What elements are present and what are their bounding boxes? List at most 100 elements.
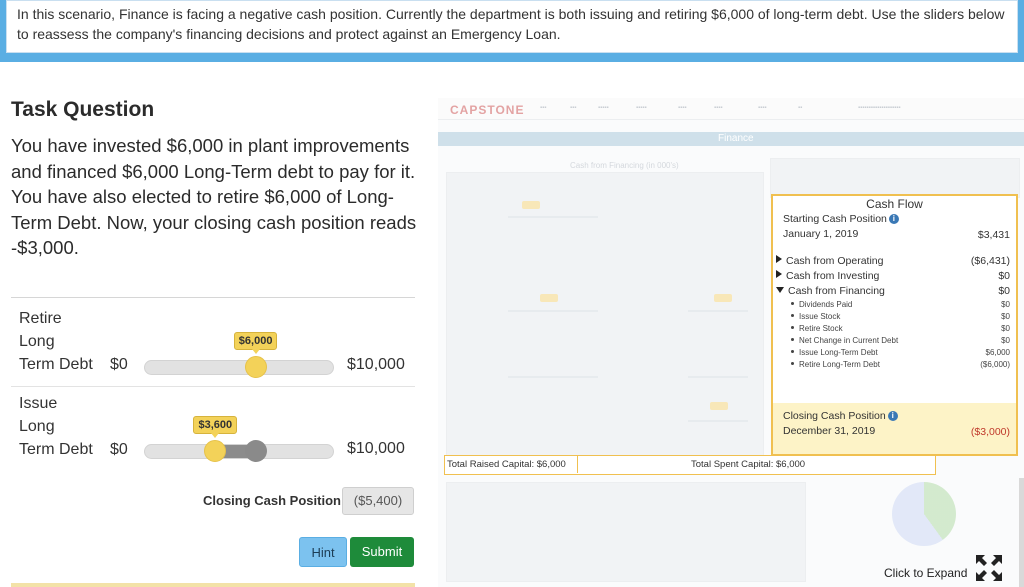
financing-item-value: ($6,000)	[980, 360, 1010, 369]
click-to-expand-link[interactable]: Click to Expand	[884, 566, 968, 580]
totals-divider	[577, 456, 578, 473]
total-raised-capital: Total Raised Capital: $6,000	[447, 459, 566, 470]
investing-row[interactable]: Cash from Investing	[776, 270, 879, 282]
bg-line	[688, 376, 748, 378]
bg-chip	[540, 294, 558, 302]
background-policy-box	[770, 158, 1020, 198]
issue-label-line1: Issue	[19, 395, 58, 412]
bg-chip	[522, 201, 540, 209]
background-bonds-table	[446, 482, 806, 582]
retire-label-line1: Retire	[19, 310, 62, 327]
financing-item-value: $0	[1001, 336, 1010, 345]
retire-max-label: $10,000	[347, 356, 405, 373]
capital-totals-bar: Total Raised Capital: $6,000 Total Spent…	[444, 455, 936, 475]
bg-line	[508, 216, 598, 218]
bg-nav-item: ▪▪▪	[570, 105, 577, 111]
financing-item: Retire Long-Term Debt	[791, 360, 880, 369]
bg-chip	[710, 402, 728, 410]
starting-cash-value: $3,431	[977, 229, 1010, 241]
closing-cash-section: Closing Cash Position i December 31, 2019…	[773, 403, 1016, 454]
expand-arrows-icon[interactable]	[972, 551, 1006, 585]
info-icon[interactable]: i	[887, 411, 898, 421]
capstone-logo: CAPSTONE	[450, 103, 525, 117]
divider	[11, 386, 415, 387]
bg-chip	[714, 294, 732, 302]
bg-line	[688, 310, 748, 312]
background-table	[446, 172, 764, 462]
retire-min-label: $0	[110, 356, 128, 373]
retire-slider-track[interactable]	[144, 360, 334, 375]
expand-triangle-icon	[776, 255, 782, 263]
bg-nav-item: ▪▪▪▪	[714, 105, 723, 111]
closing-cash-label: Closing Cash Position i	[783, 410, 898, 422]
retire-label-line2: Long	[19, 333, 55, 350]
bg-nav-item: ▪▪▪▪▪	[636, 105, 647, 111]
closing-cash-flow-value: ($3,000)	[970, 426, 1010, 438]
financing-item-value: $0	[1001, 312, 1010, 321]
retire-slider-label: Retire Long Term Debt $0	[19, 307, 128, 376]
cash-flow-panel: Cash Flow Starting Cash Position i Januar…	[771, 194, 1018, 456]
expand-triangle-icon	[776, 270, 782, 278]
bg-nav-item: ▪▪▪▪	[758, 105, 767, 111]
closing-cash-date: December 31, 2019	[783, 425, 876, 437]
feedback-strip	[11, 583, 415, 587]
scenario-banner: In this scenario, Finance is facing a ne…	[6, 0, 1018, 53]
starting-cash-label-text: Starting Cash Position	[783, 213, 887, 225]
issue-slider-track[interactable]	[144, 444, 334, 459]
bg-nav-item: ▪▪	[798, 105, 803, 111]
financing-item: Net Change in Current Debt	[791, 336, 898, 345]
bg-line	[508, 310, 598, 312]
closing-cash-label: Closing Cash Position	[203, 493, 341, 508]
financing-item: Issue Stock	[791, 312, 840, 321]
bg-line	[688, 420, 748, 422]
cash-flow-title: Cash Flow	[866, 197, 923, 211]
financing-item: Dividends Paid	[791, 300, 852, 309]
investing-label: Cash from Investing	[786, 270, 880, 282]
financing-item-value: $0	[1001, 324, 1010, 333]
task-title: Task Question	[11, 98, 155, 121]
issue-slider-handle[interactable]	[204, 440, 227, 462]
closing-cash-label-text: Closing Cash Position	[783, 410, 886, 422]
background-section-bar	[438, 132, 1024, 146]
submit-button[interactable]: Submit	[350, 537, 414, 567]
bg-nav-item: ▪▪▪▪▪	[598, 105, 609, 111]
scenario-banner-frame: In this scenario, Finance is facing a ne…	[0, 0, 1024, 62]
background-pie-chart	[892, 482, 956, 546]
financing-item: Issue Long-Term Debt	[791, 348, 878, 357]
issue-value-tooltip: $3,600	[193, 416, 238, 438]
total-spent-capital: Total Spent Capital: $6,000	[691, 459, 806, 470]
issue-max-label: $10,000	[347, 440, 405, 457]
operating-row[interactable]: Cash from Operating	[776, 255, 883, 267]
operating-label: Cash from Operating	[786, 255, 884, 267]
info-icon[interactable]: i	[888, 214, 899, 224]
bg-nav-item: ▪▪▪▪	[678, 105, 687, 111]
financing-value: $0	[998, 285, 1010, 297]
starting-cash-label: Starting Cash Position i	[783, 213, 899, 225]
task-body: You have invested $6,000 in plant improv…	[11, 135, 417, 258]
collapse-triangle-icon	[776, 287, 784, 293]
divider	[11, 297, 415, 298]
closing-cash-value: ($5,400)	[342, 487, 414, 515]
issue-min-label: $0	[110, 441, 128, 458]
background-section-label: Finance	[718, 133, 754, 144]
retire-slider-handle[interactable]	[244, 356, 267, 378]
retire-label-line3: Term Debt	[19, 356, 93, 373]
financing-item-value: $6,000	[985, 348, 1010, 357]
background-section-title: Cash from Financing (in 000's)	[570, 161, 679, 170]
finance-background-screen: CAPSTONE ▪▪▪ ▪▪▪ ▪▪▪▪▪ ▪▪▪▪▪ ▪▪▪▪ ▪▪▪▪ ▪…	[438, 98, 1024, 587]
financing-item-value: $0	[1001, 300, 1010, 309]
issue-slider-label: Issue Long Term Debt $0	[19, 392, 128, 461]
retire-value-tooltip: $6,000	[233, 332, 278, 354]
operating-value: ($6,431)	[970, 255, 1010, 267]
issue-label-line3: Term Debt	[19, 441, 93, 458]
investing-value: $0	[998, 270, 1010, 282]
starting-cash-date: January 1, 2019	[783, 228, 859, 240]
financing-row[interactable]: Cash from Financing	[776, 285, 885, 297]
financing-item: Retire Stock	[791, 324, 843, 333]
issue-label-line2: Long	[19, 418, 55, 435]
background-nav-bar: CAPSTONE ▪▪▪ ▪▪▪ ▪▪▪▪▪ ▪▪▪▪▪ ▪▪▪▪ ▪▪▪▪ ▪…	[438, 98, 1024, 120]
hint-button[interactable]: Hint	[299, 537, 347, 567]
financing-label: Cash from Financing	[788, 285, 885, 297]
scrollbar-edge	[1019, 478, 1024, 587]
bg-nav-item: ▪▪▪▪▪▪▪▪▪▪▪▪▪▪▪▪▪▪▪▪	[858, 105, 901, 111]
